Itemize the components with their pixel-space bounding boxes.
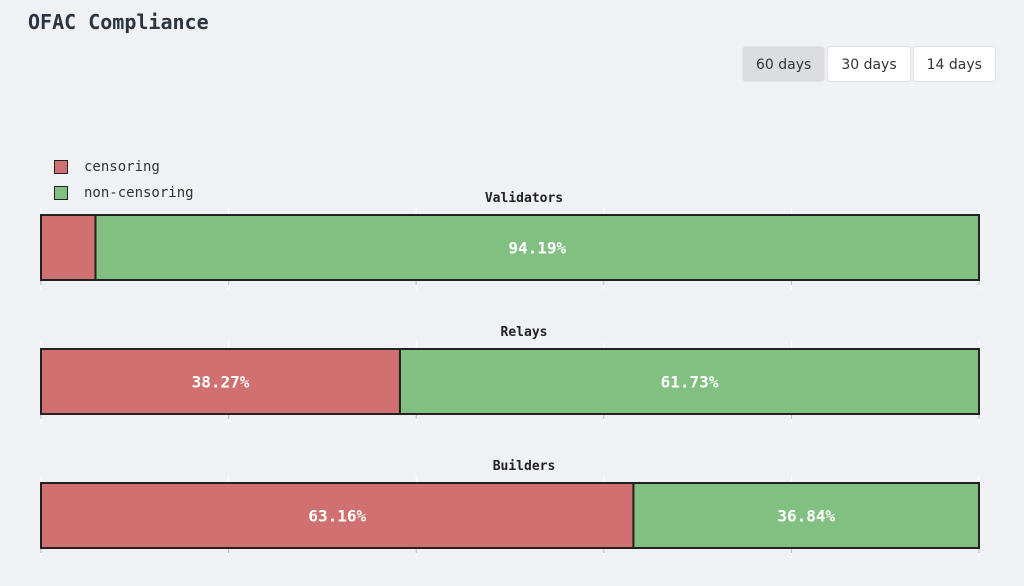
range-14-days-button[interactable]: 14 days xyxy=(912,46,996,82)
data-label-validators-non-censoring: 94.19% xyxy=(508,239,566,258)
panel-title-relays: Relays xyxy=(501,325,548,340)
bar-builders-censoring xyxy=(40,482,635,549)
range-30-days-button[interactable]: 30 days xyxy=(827,46,911,82)
bar-relays-non-censoring xyxy=(398,348,980,415)
bar-validators-censoring xyxy=(40,214,97,281)
bar-validators-non-censoring xyxy=(94,214,980,281)
legend-label-non-censoring: non-censoring xyxy=(84,185,194,201)
legend-item-censoring[interactable]: censoring xyxy=(54,154,194,180)
legend-swatch-non-censoring xyxy=(54,186,68,200)
bar-builders-non-censoring xyxy=(632,482,980,549)
data-label-relays-non-censoring: 61.73% xyxy=(661,373,719,392)
panel-title-builders: Builders xyxy=(493,459,556,474)
data-label-builders-non-censoring: 36.84% xyxy=(777,507,835,526)
time-range-selector: 60 days 30 days 14 days xyxy=(742,46,996,82)
data-label-relays-censoring: 38.27% xyxy=(192,373,250,392)
range-60-days-button[interactable]: 60 days xyxy=(742,46,826,82)
data-label-builders-censoring: 63.16% xyxy=(308,507,366,526)
page-title: OFAC Compliance xyxy=(28,10,209,34)
legend-item-non-censoring[interactable]: non-censoring xyxy=(54,180,194,206)
chart-legend: censoring non-censoring xyxy=(54,154,194,206)
legend-label-censoring: censoring xyxy=(84,159,160,175)
legend-swatch-censoring xyxy=(54,160,68,174)
panel-title-validators: Validators xyxy=(485,191,563,206)
bar-relays-censoring xyxy=(40,348,401,415)
